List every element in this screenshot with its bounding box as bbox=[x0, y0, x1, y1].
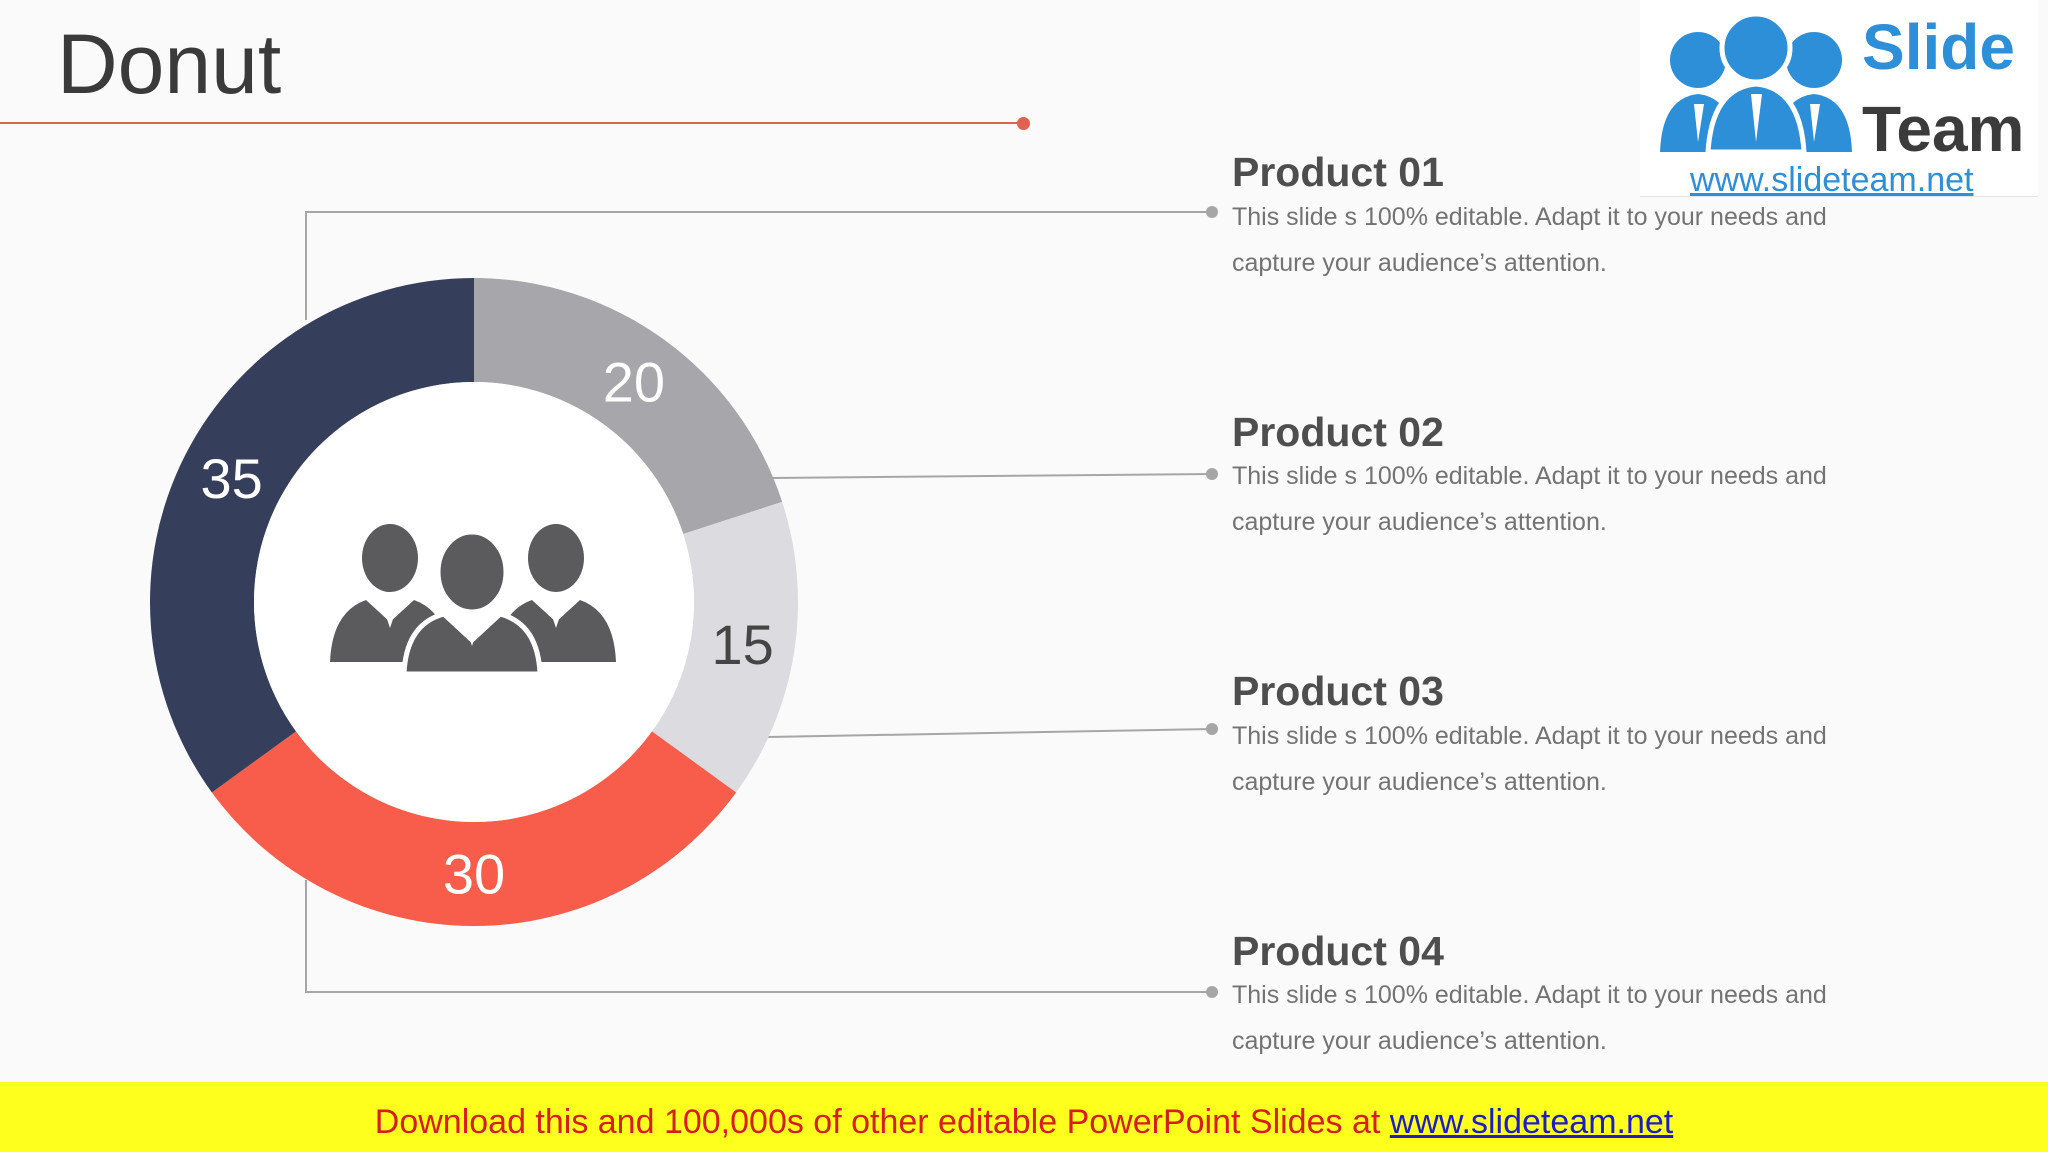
connector-end-dots bbox=[1206, 206, 1218, 998]
product-04-description: This slide s 100% editable. Adapt it to … bbox=[1232, 981, 1827, 1055]
donut-label-product-01: 20 bbox=[603, 350, 665, 413]
product-03-title: Product 03 bbox=[1232, 668, 1444, 714]
donut-slice-product-03 bbox=[211, 731, 737, 927]
logo-url-link[interactable]: www.slideteam.net bbox=[1690, 161, 1974, 199]
connector-dot-01 bbox=[1206, 206, 1218, 218]
product-01-description: This slide s 100% editable. Adapt it to … bbox=[1232, 203, 1827, 277]
people-group-icon bbox=[330, 524, 616, 677]
donut-slice-labels: 20 15 30 35 bbox=[200, 350, 773, 905]
page-title: Donut bbox=[57, 17, 282, 111]
logo-word-slide: Slide bbox=[1862, 11, 2015, 83]
donut-chart: 20 15 30 35 bbox=[149, 206, 1218, 998]
connector-lines bbox=[305, 211, 1213, 993]
title-underline-dot bbox=[1017, 117, 1030, 130]
connector-product-03 bbox=[767, 728, 1213, 738]
connector-product-02 bbox=[771, 473, 1213, 479]
connector-dot-02 bbox=[1206, 468, 1218, 480]
banner-link[interactable]: www.slideteam.net bbox=[1389, 1103, 1674, 1141]
product-02-description: This slide s 100% editable. Adapt it to … bbox=[1232, 462, 1827, 536]
product-01-title: Product 01 bbox=[1232, 149, 1444, 195]
connector-dot-04 bbox=[1206, 986, 1218, 998]
donut-slice-product-01 bbox=[474, 278, 783, 535]
slideteam-logo[interactable]: Slide Team www.slideteam.net bbox=[1640, 0, 2038, 199]
connector-product-01 bbox=[305, 211, 1212, 320]
product-02-title: Product 02 bbox=[1232, 409, 1444, 455]
donut-label-product-02: 15 bbox=[712, 613, 774, 676]
donut-slices bbox=[149, 278, 799, 927]
banner-text: Download this and 100,000s of other edit… bbox=[0, 1082, 2048, 1152]
donut-slice-product-04 bbox=[149, 278, 474, 793]
donut-slice-product-02 bbox=[651, 501, 799, 793]
title-underline bbox=[0, 122, 1022, 124]
product-03-description: This slide s 100% editable. Adapt it to … bbox=[1232, 722, 1827, 796]
donut-label-product-03: 30 bbox=[443, 843, 505, 906]
product-04-title: Product 04 bbox=[1232, 928, 1444, 974]
download-banner: Download this and 100,000s of other edit… bbox=[0, 1082, 2048, 1152]
logo-word-team: Team bbox=[1862, 93, 2025, 165]
connector-dot-03 bbox=[1206, 723, 1218, 735]
banner-message: Download this and 100,000s of other edit… bbox=[374, 1103, 1390, 1141]
connector-product-04 bbox=[305, 880, 1212, 993]
slideteam-people-icon bbox=[1660, 12, 1852, 152]
donut-label-product-04: 35 bbox=[200, 447, 262, 510]
